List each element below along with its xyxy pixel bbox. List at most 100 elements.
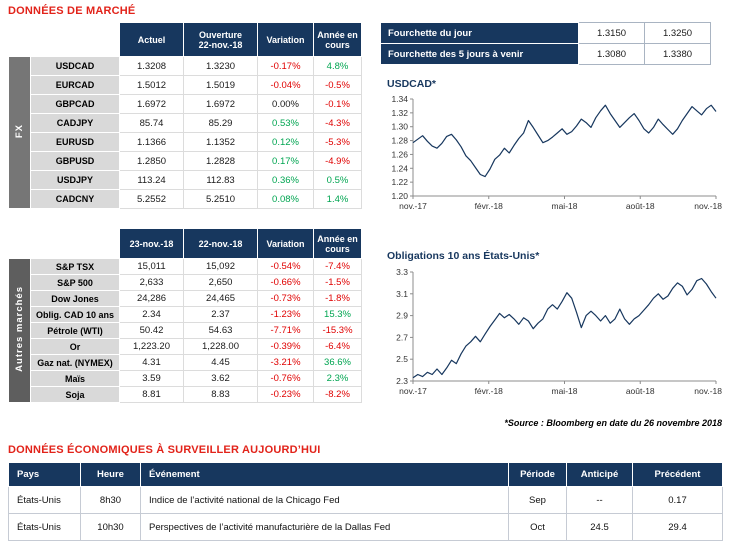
table-row: Maïs 3.59 3.62 -0.76% 2.3% bbox=[9, 370, 362, 387]
column-header: Précédent bbox=[632, 462, 723, 487]
market-data-title: DONNÉES DE MARCHÉ bbox=[8, 5, 136, 17]
svg-text:août-18: août-18 bbox=[626, 386, 655, 396]
value-cell: -0.54% bbox=[257, 258, 314, 275]
table-row: EURUSD 1.1366 1.1352 0.12% -5.3% bbox=[9, 132, 362, 152]
row-label: Or bbox=[30, 338, 120, 355]
value-cell: 85.29 bbox=[183, 113, 258, 133]
svg-text:nov.-17: nov.-17 bbox=[399, 386, 427, 396]
table-row: EURCAD 1.5012 1.5019 -0.04% -0.5% bbox=[9, 75, 362, 95]
value-cell: 5.2552 bbox=[119, 189, 184, 209]
other-markets-table: 23-nov.-18 22-nov.-18 Variation Année en co… bbox=[8, 228, 362, 403]
value-cell: 1.4% bbox=[313, 189, 362, 209]
country-cell: États-Unis bbox=[8, 486, 81, 514]
forecast-cell: 24.5 bbox=[566, 513, 633, 541]
value-cell: -0.17% bbox=[257, 56, 314, 76]
value-cell: -0.39% bbox=[257, 338, 314, 355]
row-label: GBPCAD bbox=[30, 94, 120, 114]
value-cell: 36.6% bbox=[313, 354, 362, 371]
value-cell: 3.59 bbox=[119, 370, 184, 387]
table-row: Gaz nat. (NYMEX) 4.31 4.45 -3.21% 36.6% bbox=[9, 354, 362, 371]
value-cell: -1.5% bbox=[313, 274, 362, 291]
row-label: CADCNY bbox=[30, 189, 120, 209]
line-series bbox=[412, 277, 717, 379]
value-cell: 8.81 bbox=[119, 386, 184, 403]
previous-cell: 0.17 bbox=[632, 486, 723, 514]
svg-text:1.26: 1.26 bbox=[391, 149, 408, 159]
column-header: Pays bbox=[8, 462, 81, 487]
event-cell: Indice de l’activité national de la Chic… bbox=[140, 486, 509, 514]
value-cell: 1.1352 bbox=[183, 132, 258, 152]
svg-text:nov.-17: nov.-17 bbox=[399, 201, 427, 211]
value-cell: -1.23% bbox=[257, 306, 314, 323]
column-header: Ouverture 22-nov.-18 bbox=[183, 22, 258, 57]
value-cell: 15,011 bbox=[119, 258, 184, 275]
svg-text:1.24: 1.24 bbox=[391, 163, 408, 173]
row-label: Gaz nat. (NYMEX) bbox=[30, 354, 120, 371]
value-cell: 112.83 bbox=[183, 170, 258, 190]
bonds-chart-title: Obligations 10 ans États-Unis* bbox=[387, 250, 540, 262]
value-cell: -0.23% bbox=[257, 386, 314, 403]
fourchette-low-value: 1.3080 bbox=[578, 43, 645, 65]
group-label: FX bbox=[8, 56, 31, 209]
group-label-text: FX bbox=[14, 123, 25, 139]
markets-header-row: 23-nov.-18 22-nov.-18 Variation Année en co… bbox=[8, 228, 362, 259]
value-cell: 1.1366 bbox=[119, 132, 184, 152]
value-cell: 2,650 bbox=[183, 274, 258, 291]
column-header: Année en cours bbox=[313, 228, 362, 259]
blank-header-cell bbox=[8, 228, 120, 259]
svg-text:mai-18: mai-18 bbox=[552, 201, 578, 211]
value-cell: 1.5012 bbox=[119, 75, 184, 95]
value-cell: 1.2850 bbox=[119, 151, 184, 171]
fourchette-low-value: 1.3150 bbox=[578, 22, 645, 44]
column-header: Anticipé bbox=[566, 462, 633, 487]
table-row: GBPCAD 1.6972 1.6972 0.00% -0.1% bbox=[9, 94, 362, 114]
value-cell: 54.63 bbox=[183, 322, 258, 339]
svg-text:1.22: 1.22 bbox=[391, 177, 408, 187]
table-row: CADJPY 85.74 85.29 0.53% -4.3% bbox=[9, 113, 362, 133]
table-row: Autres marchés S&P TSX 15,011 15,092 -0.54% -… bbox=[8, 258, 362, 403]
fourchette-high-value: 1.3380 bbox=[644, 43, 711, 65]
value-cell: -0.76% bbox=[257, 370, 314, 387]
value-cell: 2.34 bbox=[119, 306, 184, 323]
value-cell: 15.3% bbox=[313, 306, 362, 323]
svg-text:févr.-18: févr.-18 bbox=[475, 201, 504, 211]
svg-text:2.7: 2.7 bbox=[396, 332, 408, 342]
country-cell: États-Unis bbox=[8, 513, 81, 541]
value-cell: 5.2510 bbox=[183, 189, 258, 209]
svg-text:1.30: 1.30 bbox=[391, 122, 408, 132]
fourchette-label: Fourchette des 5 jours à venir bbox=[380, 43, 579, 65]
value-cell: -15.3% bbox=[313, 322, 362, 339]
value-cell: -7.71% bbox=[257, 322, 314, 339]
value-cell: 1.6972 bbox=[183, 94, 258, 114]
fx-table: Actuel Ouverture 22-nov.-18 Variation Année… bbox=[8, 22, 362, 209]
source-note: *Source : Bloomberg en date du 26 novemb… bbox=[504, 418, 722, 428]
svg-text:1.20: 1.20 bbox=[391, 191, 408, 201]
econ-event-row: États-Unis 8h30 Indice de l’activité natio… bbox=[8, 486, 723, 514]
value-cell: 0.5% bbox=[313, 170, 362, 190]
row-label: USDJPY bbox=[30, 170, 120, 190]
svg-text:nov.-18: nov.-18 bbox=[694, 386, 722, 396]
table-row: Pétrole (WTI) 50.42 54.63 -7.71% -15.3% bbox=[9, 322, 362, 339]
group-label-text: Autres marchés bbox=[14, 286, 25, 372]
value-cell: -6.4% bbox=[313, 338, 362, 355]
row-label: S&P TSX bbox=[30, 258, 120, 275]
econ-data-title: DONNÉES ÉCONOMIQUES À SURVEILLER AUJOURD… bbox=[8, 444, 321, 456]
column-header: Variation bbox=[257, 228, 314, 259]
row-label: Oblig. CAD 10 ans bbox=[30, 306, 120, 323]
column-header: 23-nov.-18 bbox=[119, 228, 184, 259]
period-cell: Oct bbox=[508, 513, 567, 541]
value-cell: 1.3230 bbox=[183, 56, 258, 76]
svg-text:août-18: août-18 bbox=[626, 201, 655, 211]
value-cell: -0.1% bbox=[313, 94, 362, 114]
table-row: Oblig. CAD 10 ans 2.34 2.37 -1.23% 15.3% bbox=[9, 306, 362, 323]
table-row: FX USDCAD 1.3208 1.3230 -0.17% 4.8% bbox=[8, 56, 362, 209]
table-row: GBPUSD 1.2850 1.2828 0.17% -4.9% bbox=[9, 151, 362, 171]
value-cell: 2.37 bbox=[183, 306, 258, 323]
svg-text:nov.-18: nov.-18 bbox=[694, 201, 722, 211]
usdcad-chart-title: USDCAD* bbox=[387, 78, 437, 90]
svg-text:3.3: 3.3 bbox=[396, 267, 408, 277]
value-cell: -4.3% bbox=[313, 113, 362, 133]
group-label: Autres marchés bbox=[8, 258, 31, 403]
value-cell: 8.83 bbox=[183, 386, 258, 403]
value-cell: -8.2% bbox=[313, 386, 362, 403]
